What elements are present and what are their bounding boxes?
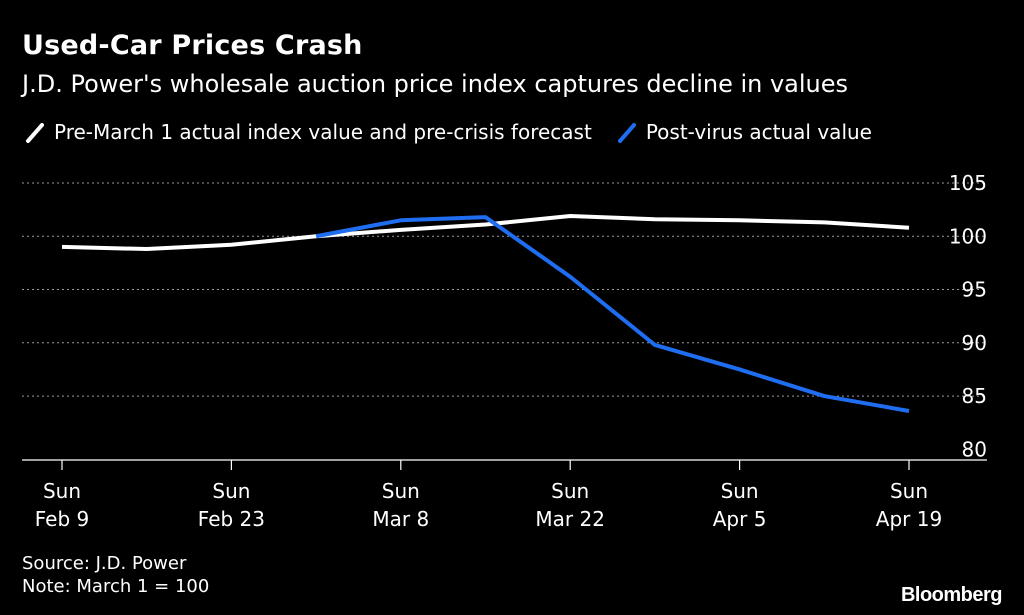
y-tick-label: 100 bbox=[949, 224, 987, 248]
x-tick-label-date: Apr 5 bbox=[713, 507, 767, 531]
x-tick-label-day: Sun bbox=[43, 479, 81, 503]
x-tick-label-day: Sun bbox=[382, 479, 420, 503]
series-line-pre-march bbox=[61, 214, 910, 252]
y-tick-label: 105 bbox=[949, 171, 987, 195]
x-tick-label-day: Sun bbox=[212, 479, 250, 503]
legend-blue-line-icon bbox=[617, 123, 636, 143]
legend-white-line-icon bbox=[26, 123, 44, 143]
legend-item-pre-march: Pre-March 1 actual index value and pre-c… bbox=[22, 119, 592, 145]
x-tick-label-day: Sun bbox=[890, 479, 928, 503]
x-axis-ticks: Sun Feb 9 Sun Feb 23 Sun Mar 8 Sun Mar 22 Sun Apr… bbox=[35, 460, 942, 531]
chart-title: Used-Car Prices Crash bbox=[22, 30, 363, 61]
bloomberg-logo: Bloomberg bbox=[900, 584, 1003, 606]
series-line-post-virus bbox=[315, 215, 910, 413]
series-lines bbox=[61, 214, 910, 413]
y-tick-label: 80 bbox=[962, 437, 987, 461]
y-tick-label: 90 bbox=[962, 331, 987, 355]
y-tick-label: 85 bbox=[962, 384, 987, 408]
source-note: Source: J.D. Power bbox=[22, 553, 187, 574]
legend: Pre-March 1 actual index value and pre-c… bbox=[22, 119, 894, 145]
chart-subtitle: J.D. Power's wholesale auction price ind… bbox=[22, 70, 849, 98]
x-tick-label-day: Sun bbox=[721, 479, 759, 503]
x-tick-label-date: Mar 22 bbox=[535, 507, 605, 531]
legend-label-post-virus: Post-virus actual value bbox=[645, 120, 872, 144]
x-tick-label-date: Feb 23 bbox=[198, 507, 265, 531]
legend-label-pre-march: Pre-March 1 actual index value and pre-c… bbox=[54, 120, 592, 144]
footnote: Note: March 1 = 100 bbox=[22, 576, 210, 597]
x-tick-label-date: Feb 9 bbox=[35, 507, 90, 531]
gridlines bbox=[22, 182, 987, 397]
legend-item-post-virus: Post-virus actual value bbox=[614, 119, 872, 145]
x-tick-label-day: Sun bbox=[551, 479, 589, 503]
y-tick-label: 95 bbox=[962, 278, 987, 302]
x-tick-label-date: Apr 19 bbox=[876, 507, 942, 531]
y-axis-ticks: 105 100 95 90 85 80 bbox=[949, 171, 987, 461]
x-tick-label-date: Mar 8 bbox=[372, 507, 429, 531]
